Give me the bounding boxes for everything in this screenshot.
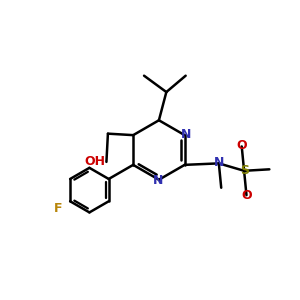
Text: N: N (181, 128, 191, 141)
Text: N: N (152, 174, 163, 187)
Text: O: O (242, 189, 252, 202)
Text: S: S (240, 164, 249, 177)
Text: F: F (53, 202, 62, 215)
Text: OH: OH (84, 155, 105, 168)
Text: N: N (214, 156, 224, 169)
Text: O: O (237, 139, 247, 152)
